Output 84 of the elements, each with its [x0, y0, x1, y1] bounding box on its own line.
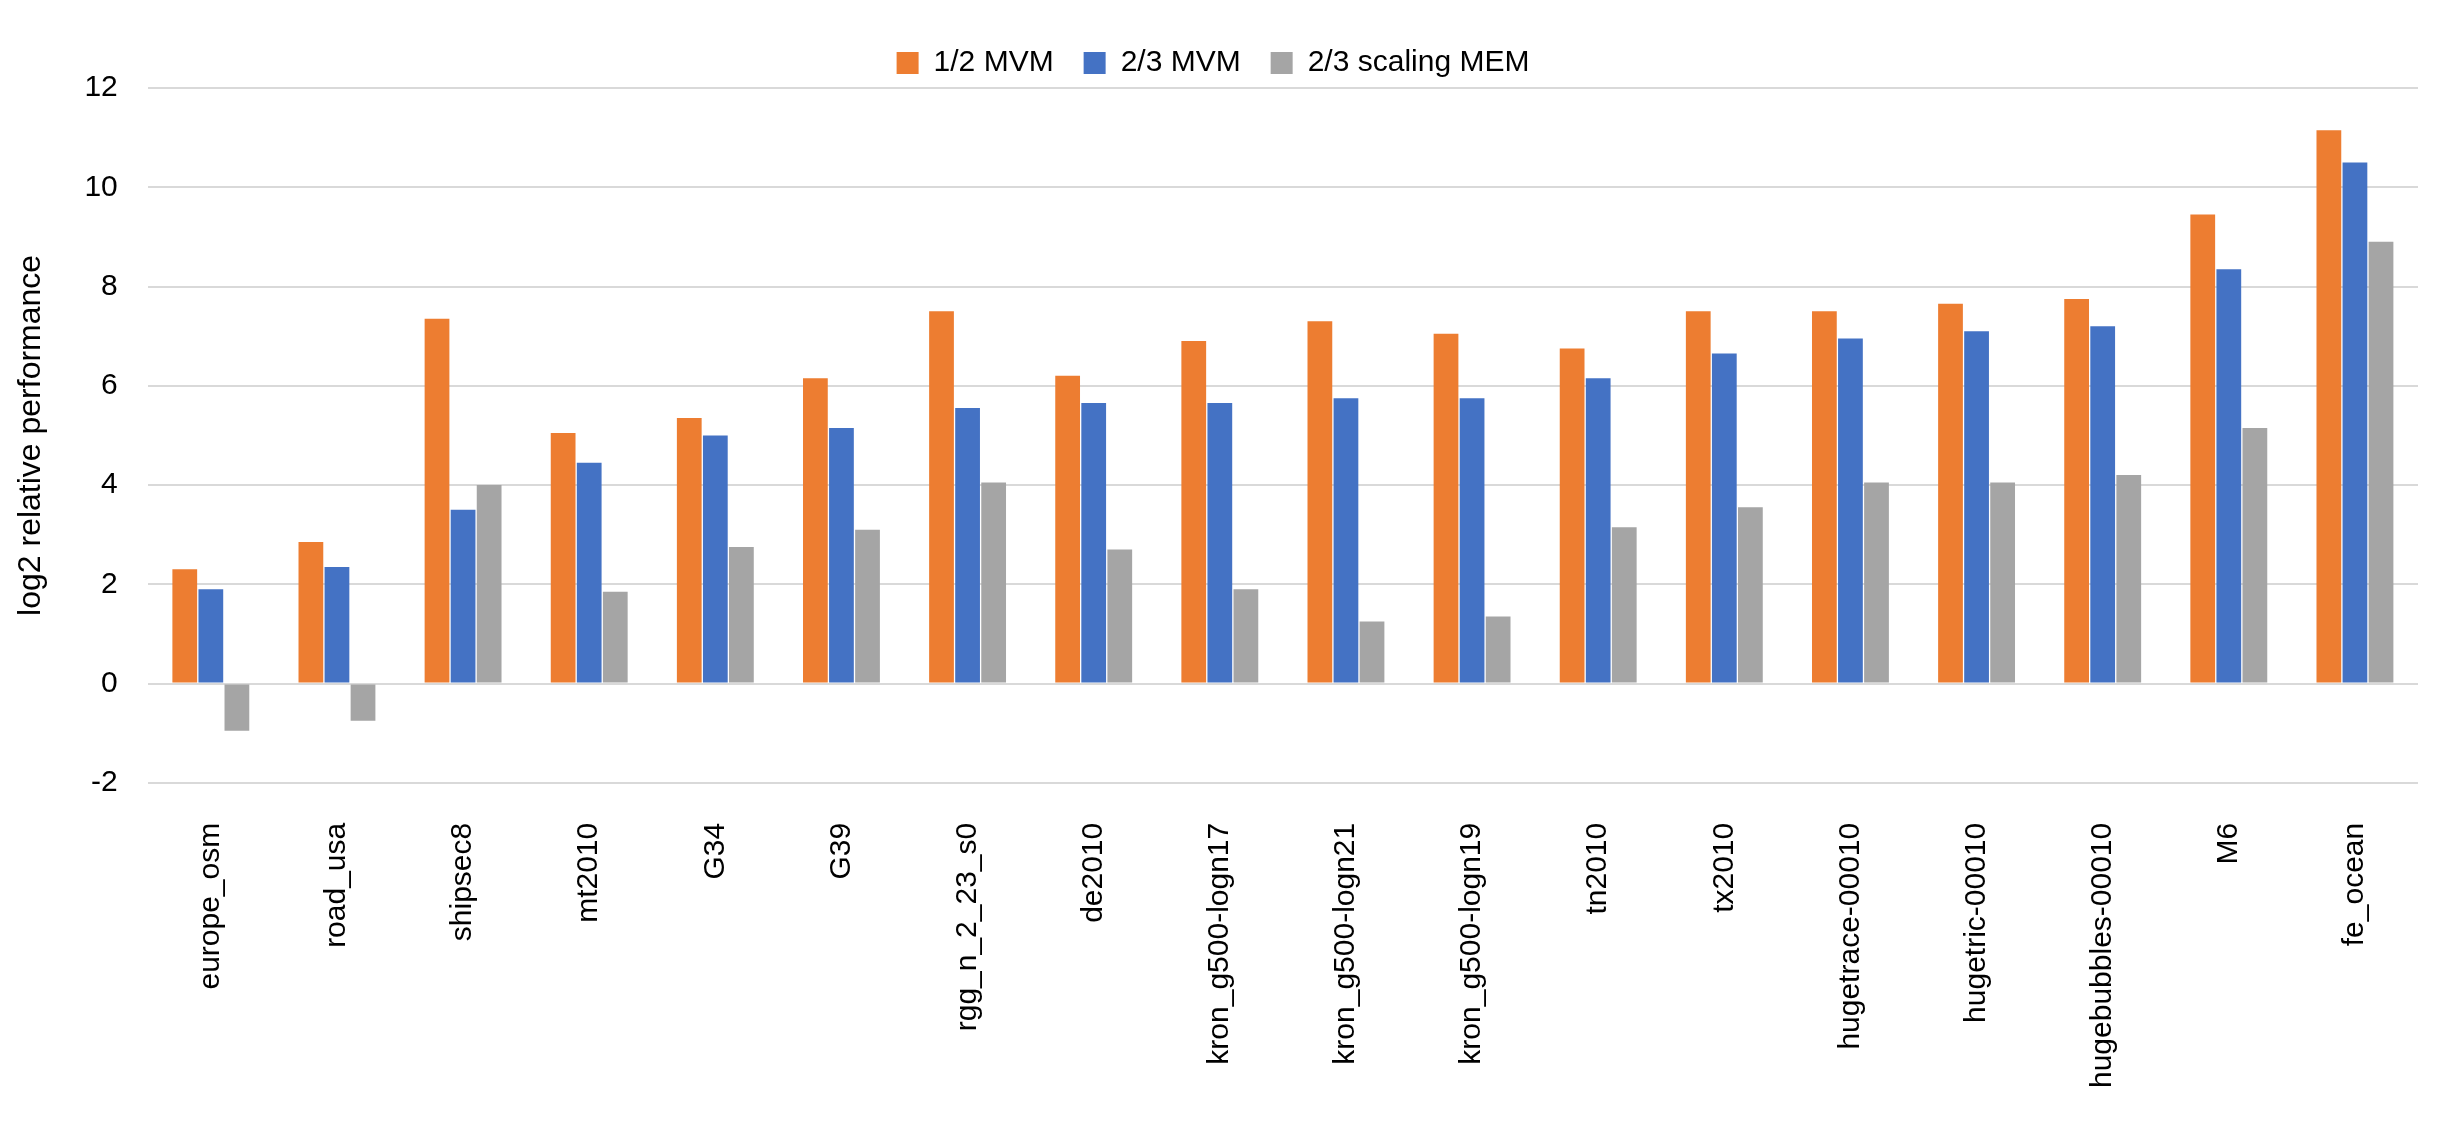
x-tick-label: de2010	[1074, 822, 1108, 923]
bar	[172, 569, 198, 683]
bar	[298, 542, 324, 683]
bar	[1964, 331, 1989, 683]
bar	[1864, 482, 1889, 683]
x-tick-label: M6	[2210, 822, 2244, 865]
y-axis-title: log2 relative performance	[11, 254, 48, 616]
x-tick-label: tn2010	[1579, 822, 1613, 915]
x-tick-label: tx2010	[1705, 822, 1739, 913]
bar	[981, 482, 1007, 683]
bar	[676, 418, 702, 683]
y-tick-label: -2	[91, 764, 118, 798]
bar	[1459, 398, 1485, 683]
x-tick-label: kron_g500-logn21	[1327, 822, 1361, 1065]
x-tick-label: G34	[696, 822, 730, 880]
x-tick-label: kron_g500-logn19	[1453, 822, 1487, 1065]
bar	[2216, 269, 2242, 683]
bar	[1812, 311, 1837, 683]
bar	[729, 547, 754, 683]
x-tick-label: shipsec8	[444, 822, 478, 942]
bar	[1485, 616, 1511, 683]
legend-label: 2/3 MVM	[1120, 44, 1241, 78]
bar	[2064, 298, 2090, 683]
bar	[1233, 589, 1259, 683]
bar	[2368, 241, 2394, 683]
y-tick-label: 4	[101, 466, 118, 500]
x-tick-label: mt2010	[570, 822, 604, 923]
x-tick-label: G39	[822, 822, 856, 880]
bar	[929, 311, 954, 683]
bar	[1433, 333, 1459, 683]
bar	[1307, 321, 1333, 683]
bar	[1055, 375, 1081, 683]
y-tick-label: 10	[84, 168, 118, 202]
x-tick-label: kron_g500-logn17	[1201, 822, 1235, 1065]
bar	[1611, 527, 1637, 683]
bar	[198, 589, 224, 683]
bar	[702, 435, 728, 683]
bar	[2090, 326, 2116, 683]
bar	[1333, 398, 1359, 683]
bar	[602, 591, 628, 683]
bar	[324, 566, 350, 683]
bar	[476, 485, 502, 683]
y-tick-label: 12	[84, 69, 118, 103]
legend-label: 2/3 scaling MEM	[1307, 44, 1530, 78]
bar	[855, 529, 880, 683]
y-tick-label: 6	[101, 367, 118, 401]
bar	[1938, 303, 1963, 683]
bar	[1359, 621, 1385, 683]
x-tick-label: hugetric-00010	[1957, 822, 1991, 1023]
x-tick-label: hugetrace-00010	[1831, 822, 1865, 1050]
bar	[2342, 162, 2368, 683]
bar	[2190, 214, 2216, 683]
bar	[350, 684, 376, 721]
bar	[1107, 549, 1133, 683]
bar	[1081, 403, 1107, 683]
bar	[1181, 341, 1207, 683]
bar	[2316, 130, 2342, 683]
x-tick-label: rgg_n_2_23_s0	[948, 822, 982, 1032]
legend-label: 1/2 MVM	[933, 44, 1054, 78]
bar	[1838, 338, 1863, 683]
x-tick-label: hugebubbles-00010	[2083, 822, 2117, 1089]
x-tick-label: europe_osm	[192, 822, 226, 990]
bar	[955, 408, 980, 683]
bar	[1711, 353, 1737, 683]
bar	[1559, 348, 1585, 683]
bar	[424, 318, 450, 683]
bar	[550, 432, 576, 683]
y-tick-label: 8	[101, 267, 118, 301]
bar	[1207, 403, 1233, 683]
bar	[2242, 427, 2268, 683]
bar	[576, 462, 602, 683]
x-tick-label: fe_ocean	[2336, 822, 2370, 947]
x-tick-label: road_usa	[318, 822, 352, 948]
bar	[1685, 311, 1711, 683]
bar	[829, 427, 854, 683]
bar	[1738, 507, 1763, 683]
bar	[450, 509, 476, 683]
bar	[224, 684, 250, 731]
y-tick-label: 2	[101, 565, 118, 599]
bar	[1990, 482, 2016, 683]
bar	[2116, 475, 2142, 683]
bar	[803, 378, 828, 683]
bar	[1585, 378, 1611, 683]
y-tick-label: 0	[101, 664, 118, 698]
